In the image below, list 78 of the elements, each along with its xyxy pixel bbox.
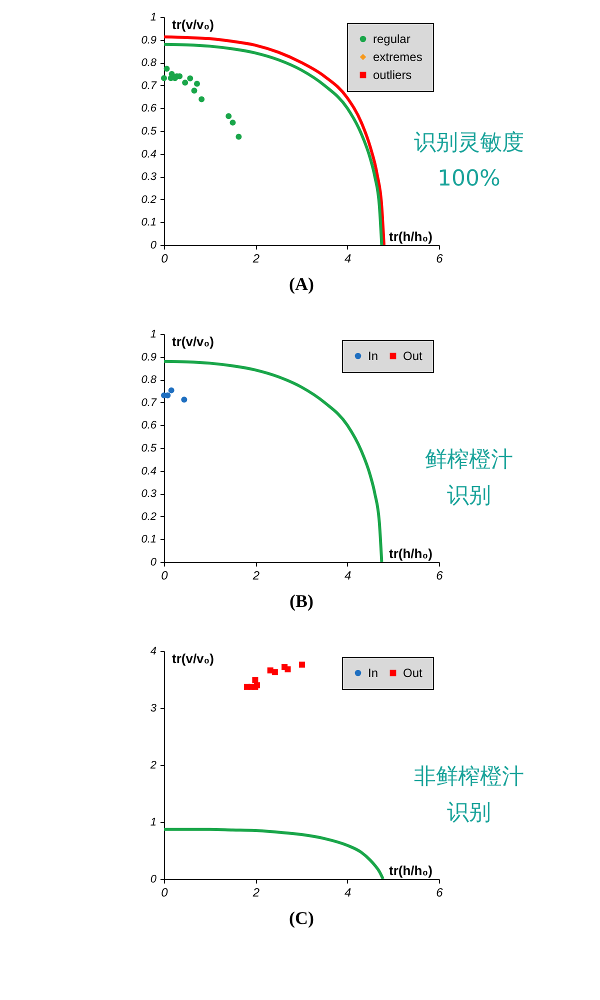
annotation: 识别灵敏度 <box>414 130 524 156</box>
point <box>187 75 194 82</box>
y-tick-label: 0 <box>150 240 158 252</box>
x-tick-label: 6 <box>436 568 444 582</box>
y-tick-label: 0.3 <box>141 488 158 500</box>
x-tick-label: 4 <box>344 886 352 900</box>
y-tick-label: 0.9 <box>141 351 156 364</box>
y-axis-title: tr(v/v₀) <box>172 334 214 349</box>
y-tick-label: 0 <box>150 874 158 886</box>
annotation: 非鲜榨橙汁 <box>414 764 524 790</box>
point <box>226 113 232 120</box>
x-tick-label: 6 <box>436 886 444 900</box>
y-tick-label: 1 <box>150 816 156 828</box>
y-tick-label: 0.7 <box>141 80 158 92</box>
y-tick-label: 2 <box>149 760 156 772</box>
annotation: 100% <box>438 166 500 192</box>
point <box>284 666 291 672</box>
point <box>272 669 278 676</box>
x-axis-title: tr(h/h₀) <box>389 546 432 561</box>
annotation: 鲜榨橙汁 <box>425 447 513 472</box>
text: (B) <box>290 591 314 611</box>
legend-label: In <box>368 666 378 680</box>
y-axis-title: tr(v/v₀) <box>172 17 214 32</box>
x-tick-label: 0 <box>161 252 168 266</box>
x-tick-label: 0 <box>161 568 168 582</box>
point <box>168 387 174 394</box>
y-tick-label: 0.9 <box>141 34 156 46</box>
y-tick-label: 4 <box>150 646 156 658</box>
point <box>161 75 167 82</box>
y-tick-label: 0.2 <box>141 510 156 523</box>
y-tick-label: 1 <box>150 328 156 340</box>
line-series <box>164 360 384 562</box>
point <box>194 80 200 87</box>
x-tick-label: 6 <box>436 252 444 266</box>
y-tick-label: 0 <box>150 556 158 568</box>
legend-label: outliers <box>373 68 412 82</box>
y-tick-label: 0.8 <box>141 57 158 70</box>
y-tick-label: 0.6 <box>141 102 158 115</box>
y-tick-label: 3 <box>150 702 158 714</box>
y-axis-title: tr(v/v₀) <box>172 651 214 666</box>
text: (A) <box>289 274 314 294</box>
text: 识别 <box>447 483 491 508</box>
x-tick-label: 2 <box>252 252 260 266</box>
point <box>198 96 205 102</box>
y-tick-label: 0.1 <box>141 534 156 546</box>
point <box>298 662 305 668</box>
y-tick-label: 0.3 <box>141 171 158 184</box>
y-tick-label: 0.6 <box>141 420 158 432</box>
y-tick-label: 0.7 <box>141 396 158 409</box>
text: 识别 <box>447 800 491 826</box>
x-tick-label: 2 <box>252 568 260 582</box>
x-tick-label: 4 <box>344 252 352 266</box>
legend-label: extremes <box>373 50 422 64</box>
point <box>236 134 242 140</box>
legend-label: Out <box>403 349 424 363</box>
point <box>181 396 188 403</box>
y-tick-label: 0.8 <box>141 374 158 386</box>
text: (C) <box>289 908 314 928</box>
y-tick-label: 0.1 <box>141 216 156 229</box>
y-tick-label: 0.5 <box>141 442 158 454</box>
point <box>164 66 170 72</box>
y-tick-label: 0.2 <box>141 194 156 206</box>
y-tick-label: 0.4 <box>141 465 156 478</box>
x-tick-label: 2 <box>252 886 260 900</box>
point <box>182 80 188 86</box>
y-tick-label: 0.5 <box>141 126 158 138</box>
y-tick-label: 0.4 <box>141 148 156 160</box>
line-series <box>164 828 385 879</box>
x-tick-label: 0 <box>161 886 168 900</box>
point <box>230 120 236 126</box>
x-tick-label: 4 <box>344 568 352 582</box>
x-axis-title: tr(h/h₀) <box>389 229 432 244</box>
legend-label: regular <box>373 32 410 46</box>
y-tick-label: 1 <box>150 12 156 24</box>
legend-label: Out <box>403 666 424 680</box>
legend-label: In <box>368 349 378 363</box>
x-axis-title: tr(h/h₀) <box>389 863 432 878</box>
point <box>191 88 198 94</box>
